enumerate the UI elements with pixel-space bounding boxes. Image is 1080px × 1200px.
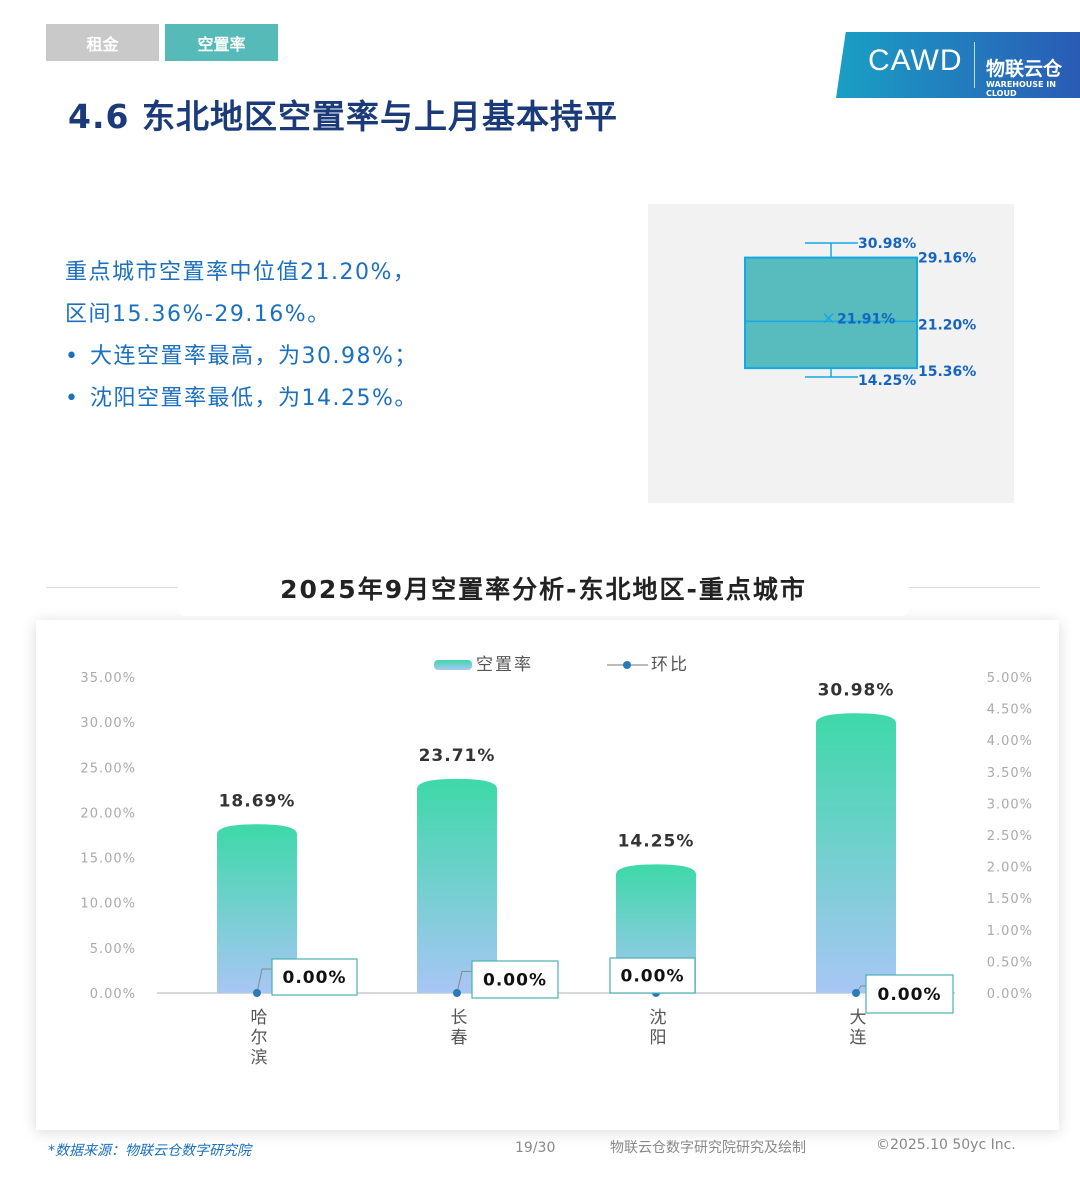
line-data-label-box xyxy=(865,974,954,1014)
label-median: 21.20% xyxy=(918,317,976,333)
label-q3: 29.16% xyxy=(918,251,976,267)
bar-data-label: 18.69% xyxy=(219,791,296,811)
y-left-tick-label: 25.00% xyxy=(80,761,136,776)
logo-wic-sub: WAREHOUSE IN CLOUD xyxy=(986,80,1056,98)
y-left-tick-label: 15.00% xyxy=(80,852,136,867)
y-right-tick-label: 3.00% xyxy=(987,797,1033,812)
data-source: *数据来源：物联云仓数字研究院 xyxy=(48,1143,251,1159)
line-data-label: 0.00% xyxy=(483,971,547,991)
y-left-tick-label: 30.00% xyxy=(80,716,136,731)
credit: 物联云仓数字研究院研究及绘制 xyxy=(610,1140,806,1156)
line-data-label: 0.00% xyxy=(621,967,685,987)
boxplot: 30.98%29.16% 21.91% 21.20% 15.36%14.25% xyxy=(744,236,976,389)
logo: CAWD 物联云仓 WAREHOUSE IN CLOUD xyxy=(836,32,1080,98)
y-right-tick-label: 5.00% xyxy=(987,671,1033,686)
y-right-tick-label: 4.00% xyxy=(987,734,1033,749)
legend-line-marker xyxy=(623,661,631,669)
leader-line xyxy=(256,968,272,994)
bar-data-label: 30.98% xyxy=(818,680,895,700)
bar-chart: 0.00% 5.00% 10.00% 15.00% 20.00% 25.00% 30.00%… xyxy=(80,655,1033,1068)
legend-bar-swatch xyxy=(434,660,472,670)
y-right-tick-label: 2.50% xyxy=(987,829,1033,844)
y-left-tick-label: 10.00% xyxy=(80,897,136,912)
y-left-tick-label: 5.00% xyxy=(90,942,136,957)
leader-line xyxy=(456,971,472,994)
summary-line: 重点城市空置率中位值21.20%， xyxy=(65,260,417,285)
x-tick-label: 连 xyxy=(850,1028,867,1048)
y-right-tick-label: 1.00% xyxy=(987,924,1033,939)
line-data-label-box xyxy=(271,958,358,996)
x-tick-label: 滨 xyxy=(251,1048,268,1068)
y-left-tick-label: 35.00% xyxy=(80,671,136,686)
chart-card: 0.00% 5.00% 10.00% 15.00% 20.00% 25.00% 30.00%… xyxy=(36,620,1059,1130)
x-tick-label: 沈 xyxy=(650,1008,667,1028)
summary-line: 区间15.36%-29.16%。 xyxy=(65,302,331,327)
page-number: 19/30 xyxy=(515,1140,556,1156)
y-right-tick-label: 1.50% xyxy=(987,892,1033,907)
logo-cawd: CAWD xyxy=(868,44,963,77)
x-tick-label: 大 xyxy=(850,1008,867,1028)
bar-data-label: 23.71% xyxy=(419,746,496,766)
label-max: 30.98% xyxy=(858,236,916,252)
y-right-tick-label: 0.00% xyxy=(987,987,1033,1002)
logo-divider xyxy=(974,42,975,88)
x-tick-label: 阳 xyxy=(650,1028,667,1048)
chart-title: 2025年9月空置率分析-东北地区-重点城市 xyxy=(178,566,909,616)
bar-data-label: 14.25% xyxy=(618,831,695,851)
summary: 重点城市空置率中位值21.20%， 区间15.36%-29.16%。 大连空置率… xyxy=(65,252,418,420)
page-title: 4.6 东北地区空置率与上月基本持平 xyxy=(68,97,618,136)
y-left-tick-label: 20.00% xyxy=(80,806,136,821)
line-point xyxy=(453,989,461,997)
line-data-label-box xyxy=(609,957,696,994)
x-tick-label: 长 xyxy=(451,1008,468,1028)
label-q1: 15.36% xyxy=(918,364,976,380)
mean-marker-icon xyxy=(823,313,834,324)
logo-wic: 物联云仓 xyxy=(986,58,1063,80)
legend-label: 空置率 xyxy=(476,655,533,675)
y-right-tick-label: 3.50% xyxy=(987,766,1033,781)
label-mean: 21.91% xyxy=(837,312,895,328)
line-point xyxy=(852,989,860,997)
legend-label: 环比 xyxy=(651,655,689,675)
x-tick-label: 哈 xyxy=(251,1008,268,1028)
boxplot-panel: 30.98% 29.16% 21.91% 21.20% 15.36% 14.25% xyxy=(648,204,1014,503)
bar xyxy=(816,713,896,993)
y-right-tick-label: 0.50% xyxy=(987,955,1033,970)
y-right-tick-label: 2.00% xyxy=(987,861,1033,876)
line-data-label: 0.00% xyxy=(878,985,942,1005)
tab-rent[interactable]: 租金 xyxy=(46,24,159,61)
copyright: ©2025.10 50yc Inc. xyxy=(876,1137,1016,1153)
x-tick-label: 春 xyxy=(451,1028,468,1048)
y-left-tick-label: 0.00% xyxy=(90,987,136,1002)
y-right-tick-label: 4.50% xyxy=(987,703,1033,718)
bar xyxy=(217,824,297,993)
summary-bullet: 沈阳空置率最低，为14.25%。 xyxy=(65,378,418,420)
line-point xyxy=(253,989,261,997)
label-min: 14.25% xyxy=(858,373,916,389)
tab-vacancy-rate[interactable]: 空置率 xyxy=(165,24,278,61)
box-iqr xyxy=(744,256,918,370)
line-data-label-box xyxy=(471,960,559,999)
line-data-label: 0.00% xyxy=(283,968,347,988)
summary-bullet: 大连空置率最高，为30.98%； xyxy=(65,336,418,378)
bar xyxy=(417,778,497,993)
x-tick-label: 尔 xyxy=(251,1028,268,1048)
